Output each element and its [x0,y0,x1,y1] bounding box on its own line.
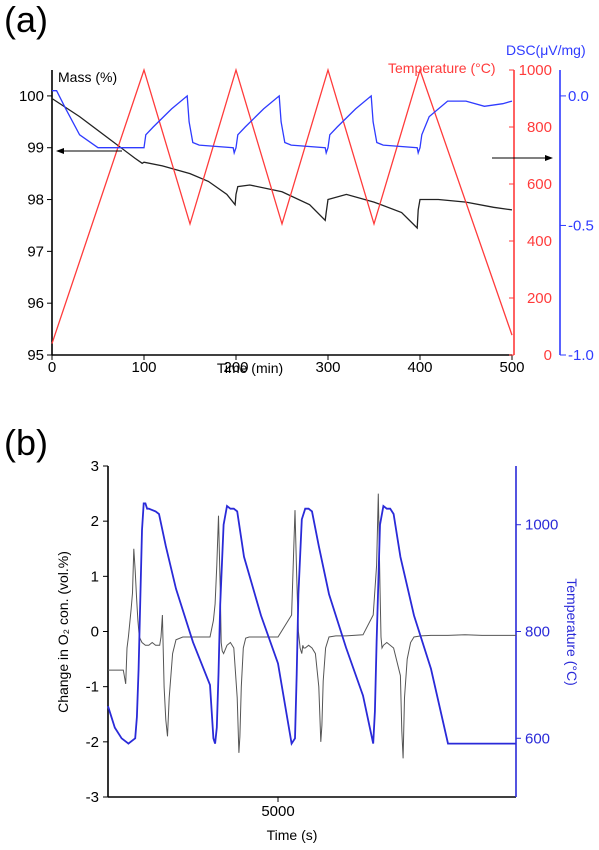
dsc-tick-label: -0.5 [568,217,594,234]
panel-b: (b) 5000 -3 -2 -1 0 1 2 3 600 800 1000 Time (s) Ch… [4,422,580,843]
o2-tick-label: 1 [91,568,99,585]
mass-tick-label: 99 [27,140,44,157]
panel-a-x-axis-title: Time (min) [217,360,283,376]
o2-tick-label: -3 [86,789,99,806]
temperature-tick-label: 200 [527,290,552,307]
panel-b-label: (b) [4,422,48,463]
x-tick-label: 500 [499,359,524,376]
x-tick-label: 100 [131,359,156,376]
mass-tick-label: 97 [27,243,44,260]
mass-axis-arrowhead [56,148,64,154]
mass-tick-label: 98 [27,192,44,209]
x-tick-label: 0 [48,359,56,376]
dsc-tick-label: 0.0 [568,88,589,105]
temperature-tick-label: 600 [527,176,552,193]
mass-tick-label: 96 [27,295,44,312]
panel-a-series [51,67,513,344]
panel-a-dsc-axis-title: DSC(μV/mg) [506,42,586,58]
x-tick-label: 5000 [261,803,294,820]
o2-tick-label: 0 [91,624,99,641]
o2-tick-label: -2 [86,734,99,751]
panel-b-o2-axis-title: Change in O₂ con. (vol.%) [55,551,71,713]
temperature-tick-label: 400 [527,233,552,250]
x-tick-label: 200 [223,359,248,376]
mass-tick-label: 100 [19,88,44,105]
temperature-tick-label: 1000 [519,62,552,79]
temperature-tick-label: 0 [544,347,552,364]
panel-a-ticks: 0 100 200 300 400 500959697989910002004006008… [19,62,594,376]
temperature-line [107,502,516,747]
temperature-tick-label: 600 [525,730,550,747]
o2-change-line [108,493,516,759]
temperature-tick-label: 1000 [525,517,558,534]
panel-b-series [107,493,516,759]
o2-tick-label: -1 [86,679,99,696]
panel-b-x-axis-title: Time (s) [267,827,318,843]
temperature-tick-label: 800 [527,119,552,136]
mass-line [51,97,513,230]
dsc-tick-label: -1.0 [568,347,594,364]
mass-tick-label: 95 [27,347,44,364]
x-tick-label: 400 [407,359,432,376]
x-tick-label: 300 [315,359,340,376]
dsc-line [52,90,513,156]
o2-tick-label: 2 [91,513,99,530]
o2-tick-label: 3 [91,458,99,475]
panel-a: (a) 0 100 200 300 400 50095969798991000200400… [4,0,594,376]
dsc-axis-arrowhead [545,155,553,161]
panel-a-temperature-axis-title: Temperature (°C) [388,60,496,76]
panel-a-mass-axis-title: Mass (%) [58,69,117,85]
panel-b-ticks: 5000 -3 -2 -1 0 1 2 3 600 800 1000 [86,458,559,820]
temperature-line [51,67,513,344]
panel-a-label: (a) [4,0,48,40]
temperature-tick-label: 800 [525,624,550,641]
panel-b-temperature-axis-title: Temperature (°C) [564,578,580,686]
